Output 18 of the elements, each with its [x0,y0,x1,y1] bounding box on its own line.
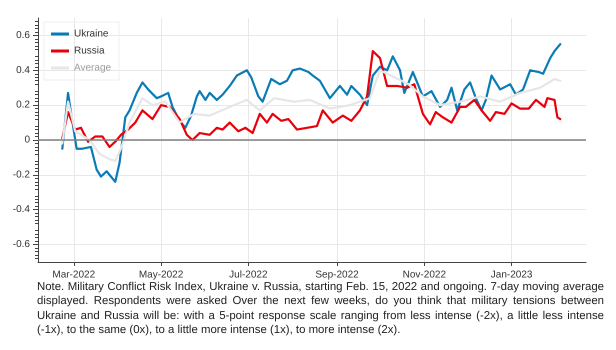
legend-label: Average [74,62,112,74]
x-tick-label: Jul-2022 [229,270,268,280]
x-tick-label: Jan-2023 [490,270,533,280]
x-tick-label: Nov-2022 [402,270,446,280]
x-tick-label: Mar-2022 [52,270,96,280]
line-series [61,43,562,183]
y-tick-label: -0.2 [12,169,30,180]
text: Note. Military Conflict Risk Index, Ukraine v. Russia, starting Feb. 15, 2022 and ongoing. 7-day moving average displayed. Respondents were asked Over the next few weeks, do you think that military tensions between Ukraine and Russia will be: with a 5-point response scale ranging from less intense (-2x), a little less intense (-1x), to the same (0x), to a little more intense (1x), to more intense (2x). [37,280,604,337]
y-tick-label: 0.2 [16,100,30,111]
y-tick-label: 0 [24,134,30,146]
x-tick-label: May-2022 [138,270,184,280]
legend-label: Ukraine [74,28,109,40]
y-tick-label: 0.4 [16,64,30,76]
legend-label: Russia [74,46,106,56]
y-tick-label: 0.6 [16,30,30,41]
y-tick-label: -0.6 [12,239,30,250]
y-tick-label: -0.4 [12,204,30,216]
x-tick-label: Sep-2022 [315,270,360,280]
